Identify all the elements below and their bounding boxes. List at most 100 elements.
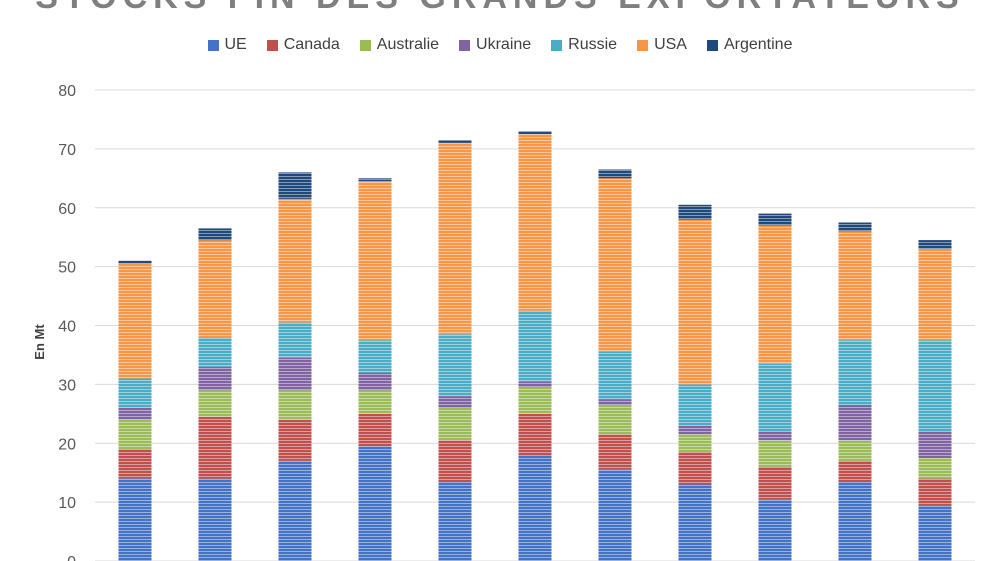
bar-segment-russie (118, 378, 152, 408)
bar-segment-australie (198, 390, 232, 417)
bar-segment-australie (918, 458, 952, 479)
bar-segment-ukraine (358, 372, 392, 391)
bar-segment-ue (358, 446, 392, 561)
bar-segment-ue (838, 481, 872, 561)
bar-segment-australie (598, 405, 632, 435)
legend-label: UE (224, 36, 247, 53)
bar-segment-canada (918, 478, 952, 506)
bar-segment-russie (518, 310, 552, 382)
legend-swatch (359, 39, 371, 51)
bar-segment-argentine (118, 260, 152, 264)
bar-segment-usa (438, 143, 472, 335)
legend-item-ukraine: Ukraine (459, 36, 531, 54)
bar-segment-ue (278, 460, 312, 561)
bar-segment-australie (358, 390, 392, 414)
bar-segment-ukraine (758, 431, 792, 441)
bar-segment-ukraine (598, 399, 632, 405)
y-tick-label: 40 (58, 319, 76, 336)
bar-segment-argentine (918, 240, 952, 249)
bar-segment-usa (198, 240, 232, 338)
legend-item-canada: Canada (266, 36, 340, 54)
y-tick-label: 80 (58, 83, 76, 100)
legend-swatch (551, 39, 563, 51)
bar-segment-australie (518, 387, 552, 414)
bar-segment-usa (518, 134, 552, 311)
bar-segment-australie (758, 440, 792, 467)
bar-segment-ue (198, 478, 232, 561)
bar-segment-canada (678, 452, 712, 485)
bar-segment-ukraine (198, 366, 232, 391)
bar-segment-canada (358, 413, 392, 447)
bar-segment-argentine (678, 204, 712, 220)
bar-segment-usa (678, 219, 712, 385)
legend-swatch (207, 39, 219, 51)
bar-segment-russie (838, 340, 872, 405)
bar-segment-canada (838, 460, 872, 482)
bar-segment-australie (118, 419, 152, 450)
bar-segment-russie (198, 337, 232, 367)
bar-segment-usa (278, 198, 312, 323)
y-tick-label: 50 (58, 260, 76, 277)
bar-segment-ue (118, 478, 152, 561)
legend-label: Argentine (723, 36, 793, 53)
bar-segment-russie (758, 363, 792, 432)
y-tick-label: 30 (58, 377, 76, 394)
bar-segment-australie (278, 390, 312, 420)
bar-segment-russie (358, 340, 392, 373)
bar-segment-ue (758, 499, 792, 561)
bar-segment-argentine (518, 131, 552, 135)
legend-item-australie: Australie (359, 36, 440, 54)
bar-segment-argentine (598, 169, 632, 179)
bar-segment-ukraine (918, 431, 952, 458)
bar-segment-usa (918, 249, 952, 341)
y-tick-label: 0 (67, 554, 76, 561)
bar-segment-ukraine (118, 407, 152, 420)
bar-segment-russie (278, 322, 312, 358)
bars (118, 131, 952, 561)
bar-segment-russie (438, 334, 472, 397)
legend-label: Australie (376, 36, 440, 53)
bar-segment-usa (358, 181, 392, 341)
bar-segment-russie (598, 352, 632, 400)
y-tick-label: 70 (58, 142, 76, 159)
bar-segment-argentine (838, 222, 872, 232)
bar-segment-argentine (198, 228, 232, 241)
bar-segment-canada (598, 434, 632, 470)
legend-label: USA (654, 36, 687, 53)
bar-segment-australie (438, 407, 472, 441)
bar-segment-ue (678, 484, 712, 561)
bar-segment-ue (438, 481, 472, 561)
chart-title: STOCKS FIN DES GRANDS EXPORTATEURS (0, 0, 1000, 17)
bar-segment-argentine (758, 213, 792, 226)
y-tick-label: 20 (58, 436, 76, 453)
y-tick-labels: 0 10 20 30 40 50 60 70 80 (58, 83, 76, 561)
bar-segment-australie (838, 440, 872, 461)
bar-segment-canada (438, 440, 472, 482)
legend-swatch (266, 39, 278, 51)
legend-label: Ukraine (476, 36, 532, 53)
legend-swatch (637, 39, 649, 51)
bar-segment-canada (758, 466, 792, 500)
bar-segment-canada (518, 413, 552, 455)
legend: UE Canada Australie Ukraine Russie USA Argenti… (0, 36, 1000, 54)
legend-swatch (459, 39, 471, 51)
bar-segment-ukraine (678, 425, 712, 435)
bar-segment-ue (598, 469, 632, 561)
bar-segment-russie (678, 384, 712, 426)
bar-segment-usa (118, 263, 152, 379)
legend-label: Canada (283, 36, 340, 53)
legend-item-ue: UE (207, 36, 247, 54)
legend-item-usa: USA (637, 36, 687, 54)
legend-item-argentine: Argentine (706, 36, 793, 54)
bar-segment-argentine (358, 178, 392, 182)
bar-segment-ukraine (438, 396, 472, 408)
bar-segment-australie (678, 434, 712, 453)
y-tick-label: 10 (58, 495, 76, 512)
bar-segment-usa (598, 178, 632, 352)
bar-segment-ukraine (278, 357, 312, 391)
bar-segment-argentine (438, 140, 472, 143)
bar-segment-canada (278, 419, 312, 461)
bar-segment-ue (918, 505, 952, 561)
legend-item-russie: Russie (551, 36, 617, 54)
bar-segment-ukraine (518, 381, 552, 388)
